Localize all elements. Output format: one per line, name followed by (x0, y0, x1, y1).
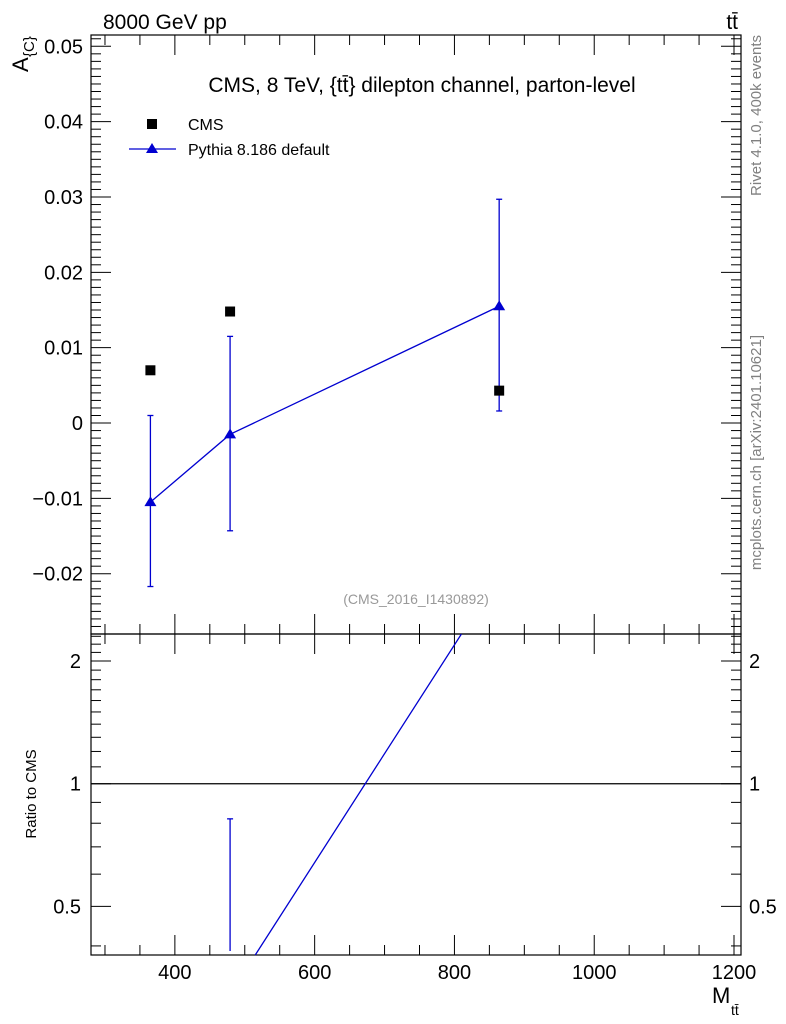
pythia-line (149, 305, 500, 503)
ratio-tick-label: 0.5 (53, 896, 81, 918)
legend: CMS Pythia 8.186 default (129, 117, 330, 159)
mcplots-label: mcplots.cern.ch [arXiv:2401.10621] (748, 335, 765, 570)
ratio-layer (91, 633, 741, 956)
chart-title: CMS, 8 TeV, {tt̄} dilepton channel, part… (208, 74, 635, 97)
pythia-point (493, 300, 506, 311)
ratio-tick-label-right: 0.5 (749, 896, 777, 918)
ratio-axis-label: Ratio to CMS (23, 749, 40, 838)
y-axis-label-main: A (8, 57, 33, 72)
x-axis-label-main: M (712, 983, 730, 1008)
pythia-point (144, 496, 157, 507)
y-tick-label: 0.03 (44, 187, 83, 209)
ratio-axis-ticks: 0.5 0.5 1 1 2 2 (53, 635, 777, 947)
process-label: tt̄ (726, 11, 738, 34)
ratio-pythia-line (254, 633, 462, 956)
legend-cms-marker (147, 119, 157, 129)
legend-cms-label: CMS (188, 117, 224, 134)
legend-pythia-marker (146, 143, 158, 153)
ratio-tick-label: 1 (70, 774, 81, 796)
cms-point (225, 306, 236, 317)
x-axis-ticks: 400 600 800 1000 1200 (104, 35, 757, 984)
analysis-watermark: (CMS_2016_I1430892) (343, 591, 489, 607)
y-tick-label: 0 (72, 413, 83, 435)
x-axis-label-sub: tt̄ (731, 1002, 739, 1018)
y-tick-label: 0.02 (44, 262, 83, 284)
x-tick-label: 800 (438, 962, 471, 984)
series-layer (144, 198, 506, 588)
ratio-tick-label-right: 1 (749, 774, 760, 796)
pythia-point (224, 428, 237, 439)
x-axis-label: M tt̄ (712, 983, 739, 1018)
ratio-tick-label-right: 2 (749, 651, 760, 673)
y-tick-label: 0.04 (44, 112, 83, 134)
x-tick-label: 1200 (712, 962, 757, 984)
ratio-panel-frame (90, 633, 742, 956)
rivet-version-label: Rivet 4.1.0, 400k events (748, 35, 765, 196)
y-tick-label: 0.01 (44, 338, 83, 360)
x-tick-label: 600 (298, 962, 331, 984)
y-axis-label: A {C} (8, 36, 38, 72)
ratio-tick-label: 2 (70, 651, 81, 673)
cms-point (494, 385, 505, 396)
y-tick-label: −0.02 (32, 564, 83, 586)
y-tick-label: −0.01 (32, 488, 83, 510)
y-axis-label-sub: {C} (21, 36, 38, 57)
cms-point (145, 365, 156, 376)
x-tick-label: 400 (158, 962, 191, 984)
energy-label: 8000 GeV pp (103, 11, 227, 34)
y-tick-label: 0.05 (44, 36, 83, 58)
legend-pythia-label: Pythia 8.186 default (188, 142, 330, 159)
x-tick-label: 1000 (572, 962, 617, 984)
main-axis-ticks: −0.02 −0.01 0 0.01 0.02 0.03 0.04 0.05 (32, 36, 741, 635)
